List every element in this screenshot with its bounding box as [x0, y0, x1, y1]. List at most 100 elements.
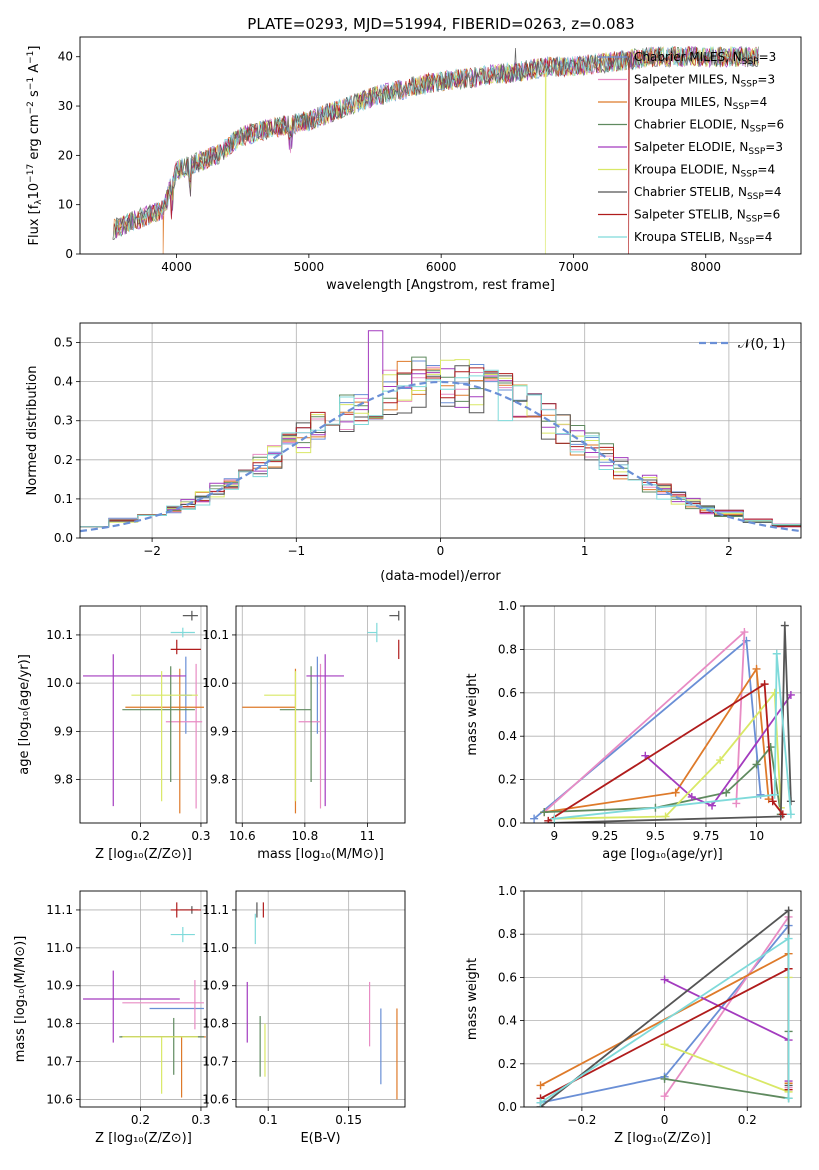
weight-marker [760, 680, 769, 689]
y-tick-label: 0.2 [498, 1057, 517, 1071]
weight-marker [772, 649, 781, 658]
y-tick-label: 0.0 [498, 816, 517, 830]
y-tick-label: 0.4 [498, 729, 517, 743]
weight-marker [660, 1092, 669, 1101]
weight-marker [641, 751, 650, 760]
x-tick-label: 0.15 [335, 1113, 362, 1127]
y-tick-label: 0.8 [498, 642, 517, 656]
weight-marker [766, 743, 775, 752]
age-weight-panel: 9 9.25 9.5 9.75 10 0.0 0.2 0.4 0.6 0.8 1.0 age [log… [465, 599, 802, 862]
axes-frame [79, 36, 802, 255]
ebv-mass-marks [246, 902, 398, 1100]
weight-marker [764, 795, 773, 804]
weight-marker [660, 975, 669, 984]
weight-marker [716, 756, 725, 765]
weight-marker [770, 790, 779, 799]
residuals-marks [80, 330, 801, 538]
spectrum-line [112, 46, 759, 240]
x-tick-label: 6000 [426, 260, 457, 274]
y-tick-label: 40 [58, 50, 73, 64]
y-tick-label: 10.7 [202, 1055, 229, 1069]
y-tick-label: 9.9 [54, 724, 73, 738]
y-tick-label: 10.6 [46, 1092, 73, 1106]
legend-label: Salpeter STELIB, NSSP=6 [634, 208, 780, 225]
y-tick-label: 11.1 [202, 903, 229, 917]
age-weight-marks [530, 621, 795, 823]
weight-marker [740, 628, 749, 637]
y-tick-label: 10.6 [202, 1092, 229, 1106]
y-tick-label: 0.1 [54, 492, 73, 506]
legend-label: Kroupa MILES, NSSP=4 [634, 95, 767, 112]
axes-frame [79, 890, 208, 1108]
weight-line [664, 1031, 790, 1100]
y-tick-label: 0.3 [54, 414, 73, 428]
weight-marker [786, 690, 795, 699]
y-tick-label: 11.0 [202, 941, 229, 955]
weight-marker [540, 808, 549, 817]
y-axis-label: mass weight [465, 673, 480, 755]
y-tick-label: 0.4 [54, 375, 73, 389]
weight-marker [752, 664, 761, 673]
x-axis-label: age [log₁₀(age/yr)] [602, 847, 723, 862]
x-tick-label: 1 [581, 544, 589, 558]
x-tick-label: 0.3 [191, 1113, 210, 1127]
x-axis-label: mass [log₁₀(M/M⊙)] [257, 847, 384, 862]
x-axis-label: Z [log₁₀(Z/Z⊙)] [95, 847, 192, 862]
y-tick-label: 10 [58, 198, 73, 212]
y-axis-label: mass weight [465, 958, 480, 1040]
y-tick-label: 10.1 [46, 628, 73, 642]
x-tick-label: 11 [360, 829, 375, 843]
weight-marker [756, 790, 765, 799]
weight-marker [687, 792, 696, 801]
y-tick-label: 10.7 [46, 1055, 73, 1069]
weight-marker [671, 788, 680, 797]
y-tick-label: 0.2 [498, 773, 517, 787]
legend: Chabrier MILES, NSSP=3 Salpeter MILES, NS… [598, 50, 784, 247]
weight-marker [544, 816, 553, 823]
Z-age-panel: 0.2 0.3 9.8 9.9 10.0 10.1 Z [log₁₀(Z/Z⊙)] age [… [17, 605, 210, 862]
weight-line [544, 744, 782, 815]
x-tick-label: 10.6 [229, 829, 256, 843]
y-tick-label: 0.6 [498, 970, 517, 984]
weight-marker [708, 801, 717, 810]
x-tick-label: 5000 [294, 260, 325, 274]
x-axis-label: wavelength [Angstrom, rest frame] [326, 278, 555, 293]
x-tick-label: 2 [725, 544, 733, 558]
x-tick-label: 0.2 [131, 829, 150, 843]
x-axis-label: Z [log₁₀(Z/Z⊙)] [95, 1131, 192, 1146]
weight-marker [778, 810, 787, 819]
weight-line [644, 694, 792, 807]
x-tick-label: 0.2 [131, 1113, 150, 1127]
x-tick-label: 7000 [558, 260, 589, 274]
spectrum-marks [112, 45, 759, 254]
x-tick-label: 8000 [690, 260, 721, 274]
y-axis-label: age [log₁₀(age/yr)] [17, 654, 32, 775]
y-tick-label: 10.9 [202, 979, 229, 993]
Z-mass-panel: 0.2 0.3 10.6 10.7 10.8 10.9 11.0 11.1 Z [log₁₀(Z… [13, 890, 210, 1146]
x-tick-label: 9.5 [646, 829, 665, 843]
y-tick-label: 10.8 [46, 1017, 73, 1031]
weight-marker [784, 1094, 793, 1103]
x-tick-label: −0.2 [567, 1113, 596, 1127]
x-tick-label: 0.2 [738, 1113, 757, 1127]
y-tick-label: 10.1 [202, 628, 229, 642]
y-tick-label: 0 [65, 247, 73, 261]
axes-frame [235, 605, 406, 824]
y-tick-label: 0.0 [498, 1100, 517, 1114]
x-axis-label: (data-model)/error [380, 569, 501, 584]
legend-label: Salpeter MILES, NSSP=3 [634, 73, 775, 90]
Z-age-marks [83, 610, 204, 814]
y-tick-label: 10.8 [202, 1017, 229, 1031]
x-tick-label: 4000 [161, 260, 192, 274]
y-tick-label: 10.0 [202, 676, 229, 690]
axes-frame [235, 890, 406, 1108]
y-tick-label: 10.0 [46, 676, 73, 690]
x-tick-label: 0.3 [191, 829, 210, 843]
legend-label: Chabrier ELODIE, NSSP=6 [634, 118, 784, 135]
Z-mass-marks [83, 902, 206, 1098]
weight-line [543, 629, 746, 813]
weight-marker [536, 1081, 545, 1090]
legend-label: Kroupa ELODIE, NSSP=4 [634, 163, 775, 180]
weight-marker [768, 797, 777, 806]
